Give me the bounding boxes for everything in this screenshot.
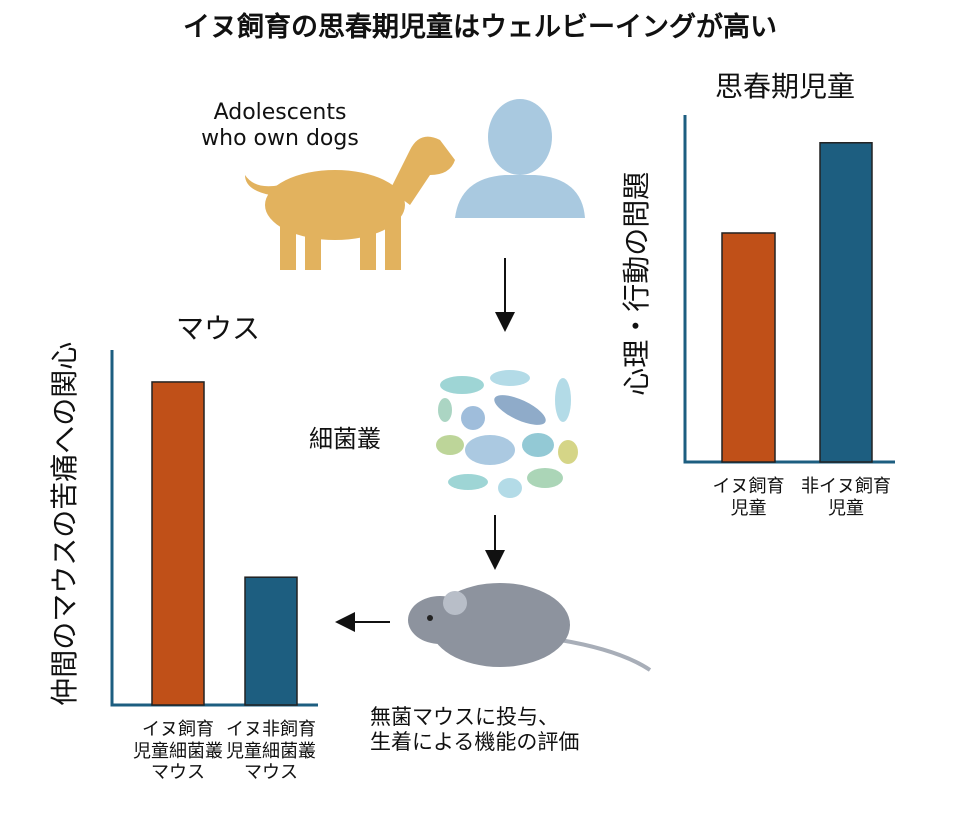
bar — [151, 381, 205, 706]
x-tick-label: 非イヌ飼育 児童 — [801, 476, 891, 519]
chart-title: 思春期児童 — [714, 70, 855, 103]
x-tick-label: イヌ非飼育 児童細菌叢 マウス — [226, 719, 316, 784]
chart-title: マウス — [175, 312, 260, 345]
mouse-test-label: 無菌マウスに投与、 生着による機能の評価 — [370, 705, 580, 755]
mouse-icon — [408, 583, 652, 672]
dog-owners-label: Adolescents who own dogs — [201, 100, 359, 152]
x-tick-label: イヌ飼育 児童細菌叢 マウス — [133, 719, 223, 784]
dog-icon — [245, 136, 455, 270]
bar — [721, 232, 776, 463]
bar — [244, 576, 298, 706]
person-icon — [455, 99, 585, 218]
y-axis-label: 心理・行動の問題 — [620, 171, 654, 396]
y-axis-label: 仲間のマウスの苦痛への関心 — [48, 341, 82, 706]
title: イヌ飼育の思春期児童はウェルビーイングが高い — [183, 12, 777, 43]
microbiota-icon — [436, 370, 578, 498]
x-tick-label: イヌ飼育 児童 — [712, 476, 785, 519]
bar — [819, 142, 873, 463]
microbiota-label: 細菌叢 — [309, 425, 381, 453]
